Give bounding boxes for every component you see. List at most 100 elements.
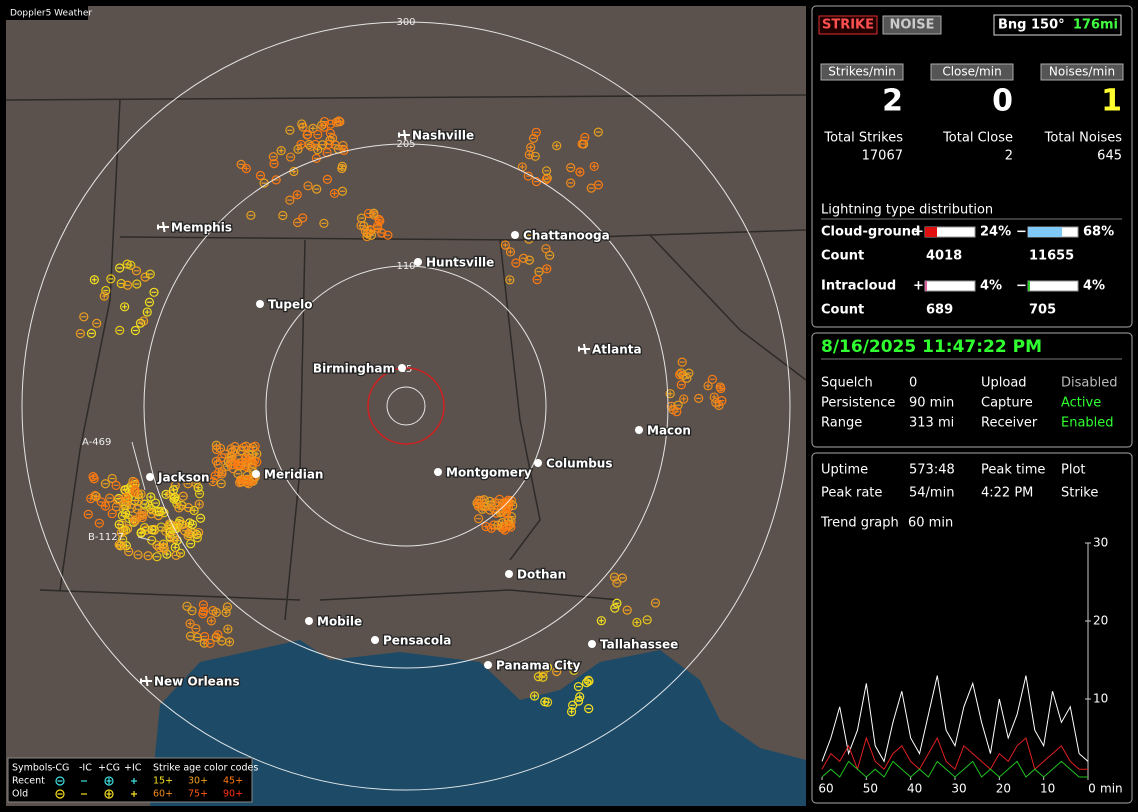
city-dot bbox=[511, 231, 519, 239]
city-dot bbox=[414, 258, 422, 266]
strike-symbol bbox=[226, 444, 236, 454]
x-tick-label: 50 bbox=[863, 782, 878, 796]
strike-symbol bbox=[285, 152, 296, 162]
side-panel: STRIKE NOISE Bng 150° 176mi Strikes/min 2 Clos… bbox=[811, 5, 1133, 804]
rate-value: 0 bbox=[992, 84, 1013, 119]
strike-symbol bbox=[566, 707, 577, 717]
strike-symbol bbox=[159, 508, 169, 518]
mode-button[interactable] bbox=[818, 15, 878, 35]
strike-symbol bbox=[129, 515, 139, 525]
strike-symbol bbox=[89, 275, 99, 285]
strike-symbol bbox=[313, 145, 323, 155]
strike-symbol bbox=[122, 280, 133, 290]
strike-symbol bbox=[337, 186, 348, 196]
airport-icon bbox=[398, 129, 410, 141]
strike-symbol bbox=[154, 506, 164, 517]
strike-symbol bbox=[189, 505, 199, 516]
strike-symbol bbox=[312, 184, 322, 194]
rate-button[interactable] bbox=[820, 63, 904, 81]
strike-symbol bbox=[508, 500, 518, 511]
mode-button[interactable] bbox=[882, 15, 942, 35]
setting-text: Disabled bbox=[1061, 376, 1117, 391]
strike-symbol bbox=[313, 129, 323, 140]
strike-symbol bbox=[75, 328, 86, 339]
strike-symbol bbox=[293, 144, 303, 154]
strike-symbol bbox=[293, 217, 303, 228]
sign: − bbox=[1016, 225, 1027, 240]
strike-symbol bbox=[179, 526, 190, 536]
city-label: Columbus bbox=[546, 457, 613, 471]
strike-symbol bbox=[168, 485, 179, 495]
strike-symbol bbox=[593, 127, 603, 137]
strike-symbol bbox=[566, 163, 576, 173]
city-dot bbox=[505, 570, 513, 578]
strike-symbol bbox=[552, 141, 562, 151]
strike-symbol bbox=[577, 139, 587, 149]
strike-symbol bbox=[377, 228, 387, 238]
legend-symbol bbox=[55, 789, 65, 799]
city-dot bbox=[434, 468, 442, 476]
setting-text: Enabled bbox=[1061, 416, 1114, 431]
strike-symbol bbox=[694, 393, 704, 403]
datetime: 8/16/2025 11:47:22 PM bbox=[821, 337, 1042, 357]
legend-symbol bbox=[104, 789, 114, 799]
rate-value: 1 bbox=[1101, 84, 1122, 119]
city-label: Atlanta bbox=[592, 343, 642, 357]
stat-text: Peak rate bbox=[821, 486, 882, 501]
strike-symbol bbox=[117, 511, 127, 521]
city-label: Panama City bbox=[496, 659, 581, 673]
settings-box bbox=[811, 332, 1133, 448]
strike-symbol bbox=[106, 274, 116, 284]
border bbox=[649, 234, 806, 381]
strike-symbol bbox=[198, 609, 208, 619]
strike-symbol bbox=[79, 312, 89, 322]
strike-symbol bbox=[191, 478, 201, 488]
city-layer: Nashville Memphis Chattanooga Huntsville Tup… bbox=[82, 127, 692, 690]
strike-symbol bbox=[703, 381, 713, 391]
strike-symbol bbox=[136, 527, 146, 538]
city-label: Mobile bbox=[317, 615, 362, 629]
strike-symbol bbox=[285, 195, 295, 205]
rate-button[interactable] bbox=[930, 63, 1014, 81]
strike-symbol bbox=[541, 244, 551, 254]
strike-symbol bbox=[215, 443, 226, 453]
rate-button[interactable] bbox=[1040, 63, 1124, 81]
strike-symbol bbox=[319, 218, 329, 228]
total-value: 2 bbox=[1005, 149, 1013, 164]
legend-symbol-type: -CG bbox=[52, 763, 69, 774]
strike-symbol bbox=[329, 188, 340, 199]
strike-symbol bbox=[612, 578, 622, 588]
setting-text: Squelch bbox=[821, 376, 873, 391]
strike-symbol bbox=[94, 518, 104, 528]
bar-track bbox=[924, 280, 976, 292]
total-label: Total Noises bbox=[1044, 131, 1123, 146]
strike-symbol bbox=[252, 457, 262, 467]
strike-symbol bbox=[233, 469, 243, 479]
strike-symbol bbox=[493, 520, 503, 530]
strike-symbol bbox=[174, 503, 184, 513]
strike-symbol bbox=[178, 520, 188, 530]
rate-label: Close/min bbox=[942, 65, 1001, 79]
legend-age: 75+ bbox=[188, 789, 208, 800]
city-label: Jackson bbox=[157, 471, 210, 485]
border bbox=[59, 99, 121, 591]
strike-symbol bbox=[178, 491, 188, 501]
strike-symbol bbox=[278, 210, 288, 221]
count-label: Count bbox=[821, 303, 864, 318]
strike-symbol bbox=[338, 140, 348, 151]
strike-symbol bbox=[192, 533, 202, 543]
strike-symbol bbox=[100, 479, 111, 489]
distribution-title: Lightning type distribution bbox=[821, 203, 993, 218]
strike-symbol bbox=[147, 535, 157, 545]
strike-symbol bbox=[372, 221, 383, 231]
status-box bbox=[811, 5, 1133, 328]
legend-label: Symbols bbox=[12, 763, 52, 774]
stat-text: 54/min bbox=[909, 486, 954, 501]
strike-symbol bbox=[142, 307, 152, 317]
storm-pointer bbox=[131, 441, 146, 491]
city-label: Nashville bbox=[412, 129, 474, 143]
strike-symbol bbox=[149, 287, 159, 297]
strike-symbol bbox=[269, 159, 279, 169]
strike-symbol bbox=[99, 291, 109, 301]
stat-text: 4:22 PM bbox=[981, 486, 1033, 501]
